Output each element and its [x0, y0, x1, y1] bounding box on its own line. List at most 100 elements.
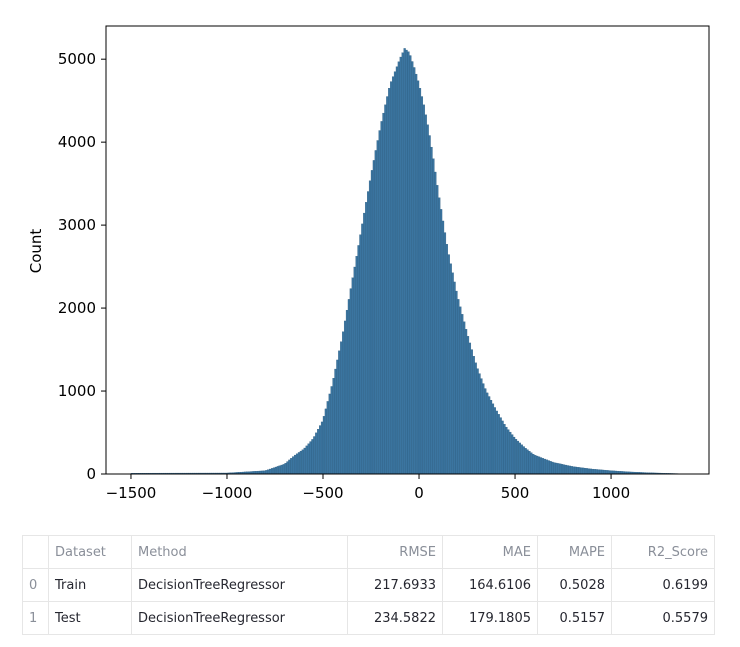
histogram-bar: [601, 469, 604, 475]
histogram-bar: [466, 336, 470, 475]
histogram-bar: [272, 467, 276, 475]
header-mae: MAE: [442, 535, 538, 569]
histogram-bar: [311, 439, 314, 475]
histogram-bar: [372, 160, 375, 475]
histogram-bar: [305, 445, 308, 475]
histogram-bar: [445, 244, 448, 475]
histogram-bar: [461, 314, 464, 475]
histogram-bar: [578, 467, 581, 475]
histogram-bar: [451, 272, 454, 475]
histogram-bar: [587, 468, 591, 475]
histogram-bars: [130, 48, 679, 475]
histogram-bar: [534, 455, 537, 475]
histogram-bar: [591, 468, 594, 475]
histogram-bar: [292, 456, 295, 475]
plot-frame: [105, 25, 710, 475]
histogram-bar: [338, 350, 341, 475]
histogram-bar: [322, 416, 326, 475]
histogram-bar: [357, 245, 360, 475]
histogram-bar: [603, 469, 606, 475]
histogram-bar: [288, 459, 291, 475]
histogram-bar: [401, 52, 404, 475]
y-tick-label: 3000: [58, 216, 96, 234]
histogram-bar: [449, 263, 452, 475]
histogram-bar: [270, 468, 274, 475]
histogram-bar: [514, 439, 518, 475]
histogram-bar: [336, 359, 339, 475]
histogram-bar: [374, 150, 377, 475]
histogram-bar: [365, 202, 368, 475]
header-r2-score: R2_Score: [611, 535, 715, 569]
row-index: 1: [22, 601, 49, 635]
histogram-bar: [297, 452, 301, 475]
histogram-bar: [557, 463, 560, 475]
y-axis-label: Count: [27, 229, 45, 274]
histogram-bar: [355, 256, 358, 475]
histogram-bar: [455, 290, 458, 475]
histogram-bar: [415, 73, 418, 475]
row-index: 0: [22, 568, 49, 602]
histogram-bar: [512, 436, 516, 475]
table-row: 1 Test DecisionTreeRegressor 234.5822 17…: [22, 601, 715, 635]
y-tick-label: 5000: [58, 50, 96, 68]
histogram-bar: [286, 461, 289, 475]
histogram-bar: [463, 321, 466, 475]
histogram-bar: [568, 465, 571, 475]
histogram-bar: [555, 462, 558, 475]
histogram-bar: [468, 342, 472, 475]
histogram-bar: [409, 55, 412, 475]
histogram-bar: [482, 383, 485, 475]
histogram-bar: [301, 449, 304, 475]
histogram-bar: [349, 288, 352, 475]
histogram-bar: [576, 467, 579, 475]
histogram-bar: [393, 71, 397, 475]
histogram-bar: [294, 454, 297, 475]
header-mape: MAPE: [537, 535, 612, 569]
histogram-bar: [319, 425, 322, 475]
histogram-bar: [380, 121, 383, 475]
y-tick-label: 0: [86, 465, 96, 483]
histogram-bar: [388, 88, 391, 475]
histogram-bar: [599, 469, 602, 475]
histogram-bar: [278, 465, 281, 475]
cell-rmse: 217.6933: [347, 568, 443, 602]
histogram-bar: [353, 266, 356, 475]
histogram-bar: [459, 306, 462, 475]
histogram-bar: [299, 450, 303, 475]
histogram-bar: [441, 220, 445, 475]
table-row: 0 Train DecisionTreeRegressor 217.6933 1…: [22, 568, 715, 602]
x-tick-label: −500: [302, 484, 343, 502]
histogram-bar: [328, 393, 331, 475]
histogram-bar: [382, 112, 385, 475]
histogram-bar: [315, 432, 318, 475]
histogram-bar: [580, 467, 583, 475]
histogram-bar: [307, 443, 310, 475]
cell-r2-score: 0.6199: [611, 568, 715, 602]
histogram-chart: −1500 −1000 −500 0 500 1000 0 1000 2000 3000 4000…: [27, 25, 710, 502]
histogram-bar: [559, 463, 562, 475]
histogram-bar: [503, 424, 506, 475]
cell-method: DecisionTreeRegressor: [131, 568, 348, 602]
histogram-bar: [595, 469, 598, 475]
cell-mape: 0.5157: [537, 601, 612, 635]
histogram-bar: [536, 455, 539, 475]
histogram-bar: [334, 368, 337, 475]
histogram-bar: [493, 407, 496, 475]
histogram-bar: [332, 378, 335, 475]
cell-mape: 0.5028: [537, 568, 612, 602]
histogram-bar: [585, 468, 589, 475]
y-tick-label: 4000: [58, 133, 96, 151]
histogram-bar: [428, 135, 431, 475]
histogram-bar: [564, 464, 568, 475]
histogram-bar: [267, 469, 270, 475]
histogram-bar: [520, 444, 523, 475]
histogram-bar: [411, 61, 414, 475]
histogram-bar: [313, 436, 316, 475]
histogram-bar: [418, 88, 422, 475]
histogram-bar: [491, 403, 495, 475]
table-header-row: Dataset Method RMSE MAE MAPE R2_Score: [22, 535, 715, 569]
histogram-bar: [574, 466, 577, 475]
histogram-bar: [399, 56, 402, 475]
histogram-bar: [539, 457, 543, 475]
histogram-bar: [560, 464, 564, 475]
